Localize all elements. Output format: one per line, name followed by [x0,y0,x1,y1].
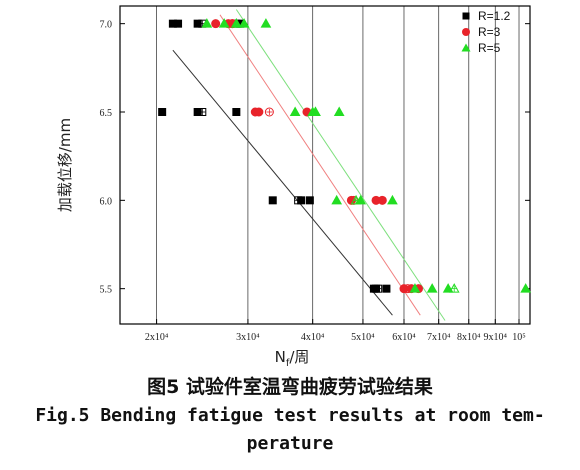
y-tick-label: 6.5 [100,108,113,119]
mean-point [448,283,460,293]
data-point [305,196,314,205]
mean-point [294,196,303,205]
data-point [377,195,387,205]
mean-point [374,284,383,293]
data-point [201,18,213,28]
legend-label: R=1.2 [478,9,511,23]
data-point [232,108,241,116]
x-tick-label: 4x10⁴ [301,332,325,343]
data-markers [158,18,532,294]
fit-line-R=5 [235,9,446,321]
data-point [289,106,301,116]
x-axis-title-main: N [275,348,286,366]
x-tick-label: 2x10⁴ [145,332,169,343]
mean-point [310,106,321,116]
x-axis-title-unit: /周 [289,348,309,366]
figure-caption-chinese: 图5 试验件室温弯曲疲劳试验结果 [147,376,433,398]
data-point [254,107,264,117]
data-point [331,194,343,205]
data-point [260,18,272,28]
legend-marker [462,12,470,20]
plot-frame [119,5,531,325]
fit-lines [172,9,446,321]
mean-point [350,194,362,205]
data-point [387,194,398,205]
fit-line-R=1.2 [172,49,393,316]
x-tick-label: 10⁵ [512,332,526,343]
fit-line-R=3 [219,14,421,316]
y-axis-title: 加载位移/mm [56,118,74,212]
vertical-gridlines [156,6,520,324]
data-point [211,19,221,29]
x-tick-label: 3x10⁴ [236,332,260,343]
data-point [520,283,532,293]
y-tick-label: 5.5 [100,285,113,296]
legend: R=1.2 R=3 R=5 [461,9,511,55]
data-point [409,283,421,293]
data-point [442,283,454,293]
mean-point [230,18,242,28]
x-tick-label: 8x10⁴ [457,332,481,343]
data-point [238,18,250,28]
legend-marker [461,43,471,52]
x-tick-label: 7x10⁴ [427,332,451,343]
data-point [174,19,183,28]
y-tick-label: 7.0 [100,20,113,31]
mean-point [403,284,413,294]
figure-caption-english: Fig.5 Bending fatigue test results at ro… [0,402,580,458]
x-axis-title-sub: f [286,358,290,369]
x-tick-label: 9x10⁴ [484,332,508,343]
legend-marker [462,28,470,36]
y-tick-label: 6.0 [100,196,113,207]
legend-label: R=3 [478,25,501,39]
fatigue-chart: 2x10⁴ 3x10⁴ 4x10⁴ 5x10⁴ 6x10⁴ 7x10⁴ 8x10⁴ 9x10⁴… [56,5,532,369]
data-point [382,284,391,293]
x-axis-title: Nf/周 [275,348,310,369]
data-point [268,196,277,205]
figure-caption-english-line2: perature [246,433,334,454]
figure-caption-english-line1: Fig.5 Bending fatigue test results at ro… [35,405,545,426]
data-point [333,106,345,116]
mean-point [264,107,274,117]
data-point [158,108,167,116]
x-tick-label: 6x10⁴ [392,332,416,343]
data-point [218,18,230,28]
mean-point [198,108,207,116]
legend-label: R=5 [478,41,501,55]
x-tick-label: 5x10⁴ [351,332,375,343]
axis-ticks: 2x10⁴ 3x10⁴ 4x10⁴ 5x10⁴ 6x10⁴ 7x10⁴ 8x10⁴ 9x10⁴… [100,20,530,343]
data-point [426,283,438,293]
